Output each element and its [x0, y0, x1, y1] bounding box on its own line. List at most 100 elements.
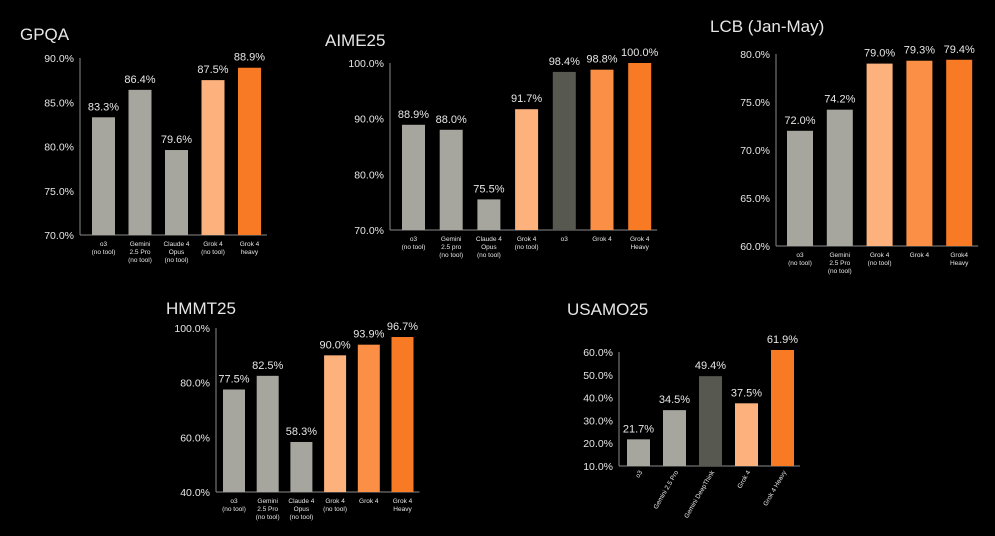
y-tick-label: 40.0% [583, 393, 613, 405]
bar [256, 375, 279, 492]
bar [165, 150, 188, 235]
data-label: 91.7% [511, 93, 542, 105]
bar [735, 403, 758, 466]
data-label: 72.0% [784, 115, 815, 127]
x-tick-label: Heavy [393, 506, 412, 513]
x-tick-label: Gemini [130, 241, 151, 248]
x-tick-label: Opus [481, 244, 497, 251]
y-tick-label: 75.0% [740, 97, 770, 109]
bar [906, 60, 933, 246]
y-tick-label: 50.0% [583, 370, 613, 382]
x-tick-label: Gemini DeepThink [683, 469, 716, 520]
bar [787, 130, 813, 246]
x-tick-label: o3 [410, 236, 418, 243]
data-label: 88.0% [436, 114, 467, 126]
bar [663, 410, 686, 466]
y-tick-label: 60.0% [740, 241, 770, 253]
x-tick-label: (no tool) [165, 257, 189, 264]
data-label: 87.5% [197, 64, 228, 76]
data-label: 90.0% [319, 339, 350, 351]
y-tick-label: 85.0% [44, 97, 74, 109]
data-label: 83.3% [88, 101, 119, 113]
bar [324, 355, 347, 492]
data-label: 77.5% [218, 374, 249, 386]
data-label: 88.9% [398, 109, 429, 121]
x-tick-label: (no tool) [323, 506, 347, 513]
bar [628, 63, 652, 230]
x-tick-label: 2.5 pro [441, 244, 462, 251]
y-tick-label: 10.0% [583, 461, 613, 473]
bar [290, 441, 313, 492]
bar [477, 199, 501, 230]
bar [238, 67, 261, 235]
x-tick-label: Opus [294, 506, 310, 513]
x-tick-label: Claude 4 [288, 498, 314, 505]
bar [946, 59, 973, 247]
x-tick-label: 2.5 Pro [829, 260, 850, 267]
y-tick-label: 20.0% [583, 438, 613, 450]
x-tick-label: Gemini 2.5 Pro [652, 469, 680, 510]
bar [627, 439, 650, 466]
x-tick-label: Grok 4 [910, 252, 930, 259]
x-tick-label: (no tool) [828, 268, 852, 275]
data-label: 58.3% [286, 426, 317, 438]
x-tick-label: Grok 4 [359, 498, 379, 505]
data-label: 79.3% [904, 45, 935, 57]
x-tick-label: (no tool) [868, 260, 892, 267]
x-tick-label: (no tool) [201, 249, 225, 256]
x-tick-label: (no tool) [289, 514, 313, 521]
y-tick-label: 75.0% [44, 186, 74, 198]
data-label: 49.4% [695, 360, 726, 372]
y-tick-label: 80.0% [354, 169, 384, 181]
data-label: 96.7% [387, 321, 418, 333]
chart-title: GPQA [20, 25, 70, 44]
x-tick-label: (no tool) [788, 260, 812, 267]
x-tick-label: Gemini [257, 498, 278, 505]
y-tick-label: 80.0% [180, 378, 210, 390]
x-tick-label: heavy [241, 249, 259, 256]
x-tick-label: 2.5 Pro [130, 249, 151, 256]
chart-title: LCB (Jan-May) [710, 17, 824, 36]
x-tick-label: Gemini [441, 236, 462, 243]
bar [515, 109, 539, 230]
x-tick-label: Grok 4 [592, 236, 612, 243]
x-tick-label: (no tool) [128, 257, 152, 264]
y-tick-label: 60.0% [180, 432, 210, 444]
x-tick-label: (no tool) [477, 252, 501, 259]
y-tick-label: 40.0% [180, 487, 210, 499]
data-label: 37.5% [731, 387, 762, 399]
data-label: 93.9% [353, 329, 384, 341]
x-tick-label: (no tool) [515, 244, 539, 251]
y-tick-label: 60.0% [583, 347, 613, 359]
bar [201, 80, 225, 235]
x-tick-label: Claude 4 [476, 236, 502, 243]
bar [92, 117, 115, 235]
x-tick-label: Grok 4 [325, 498, 345, 505]
x-tick-label: Grok 4 [203, 241, 223, 248]
data-label: 98.8% [586, 54, 617, 66]
x-tick-label: Grok4 [950, 252, 968, 259]
x-tick-label: o3 [100, 241, 108, 248]
x-tick-label: o3 [561, 236, 569, 243]
x-tick-label: o3 [635, 469, 645, 479]
data-label: 100.0% [621, 47, 659, 59]
y-tick-label: 100.0% [174, 323, 210, 335]
x-tick-label: (no tool) [256, 514, 280, 521]
x-tick-label: (no tool) [439, 252, 463, 259]
bar [866, 63, 893, 246]
x-tick-label: Opus [169, 249, 185, 256]
bar [391, 337, 414, 492]
x-tick-label: (no tool) [222, 506, 246, 513]
x-tick-label: Gemini [830, 252, 851, 259]
x-tick-label: Heavy [630, 244, 649, 251]
data-label: 34.5% [659, 394, 690, 406]
x-tick-label: o3 [796, 252, 804, 259]
data-label: 79.4% [944, 44, 975, 56]
y-tick-label: 100.0% [348, 58, 384, 70]
y-tick-label: 90.0% [44, 53, 74, 65]
y-tick-label: 80.0% [740, 49, 770, 61]
data-label: 82.5% [252, 360, 283, 372]
data-label: 86.4% [124, 74, 155, 86]
chart-title: HMMT25 [166, 299, 236, 318]
x-tick-label: Grok 4 [517, 236, 537, 243]
